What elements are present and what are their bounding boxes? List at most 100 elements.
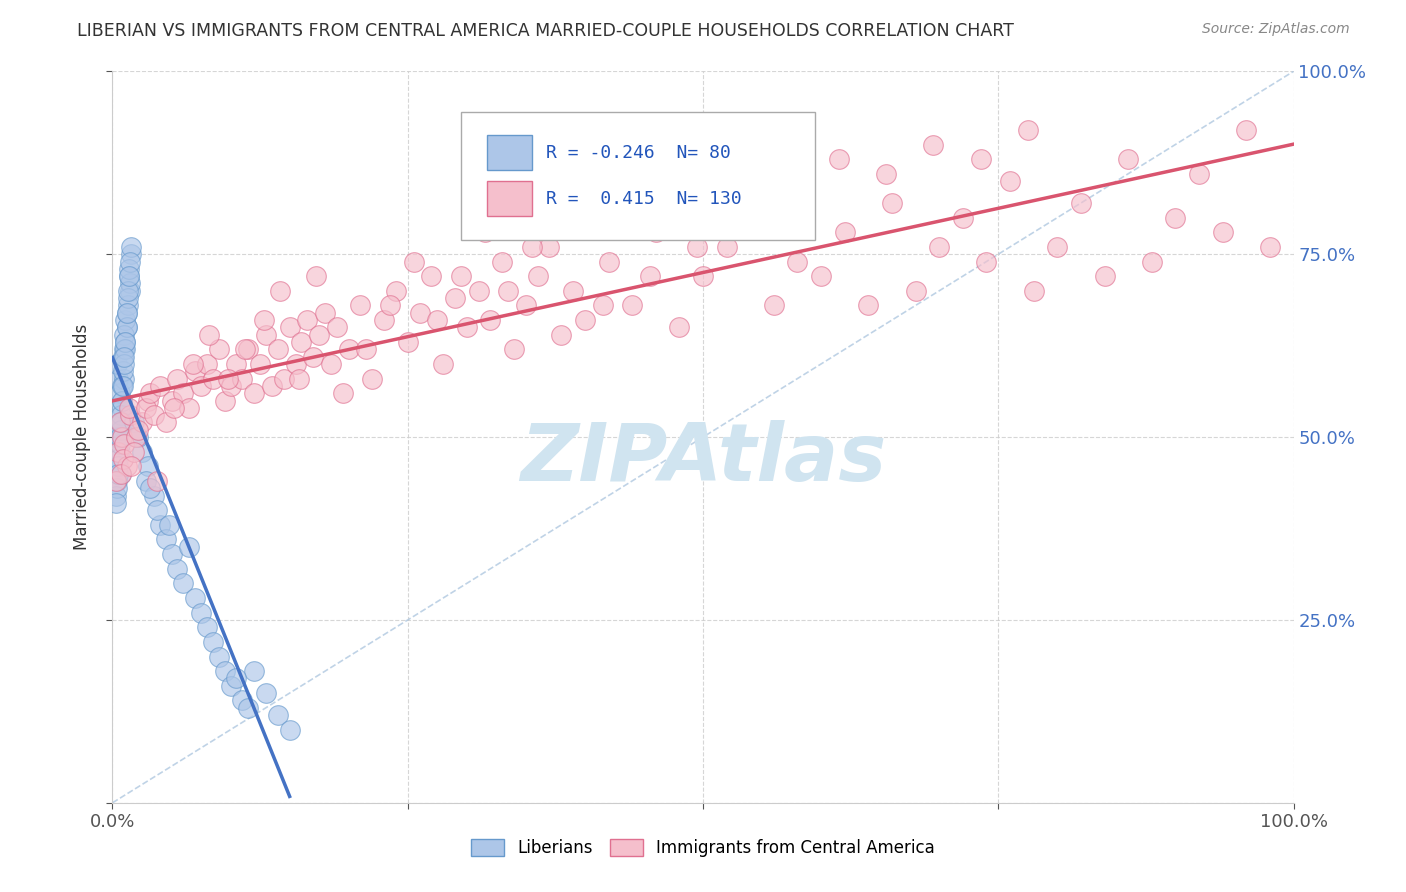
Point xyxy=(114,334,136,349)
Point xyxy=(105,357,128,371)
Point xyxy=(332,386,354,401)
Point xyxy=(139,386,162,401)
Point xyxy=(112,379,135,393)
Point xyxy=(108,430,131,444)
Point xyxy=(231,693,253,707)
Point xyxy=(562,284,585,298)
Point xyxy=(110,423,132,437)
Point xyxy=(450,269,472,284)
Point xyxy=(254,327,277,342)
Point xyxy=(195,620,218,634)
Point xyxy=(858,298,880,312)
Point xyxy=(880,196,903,211)
Point xyxy=(112,343,135,357)
Point xyxy=(139,481,162,495)
Point xyxy=(396,334,419,349)
Point xyxy=(122,416,145,430)
Point xyxy=(166,371,188,385)
Point xyxy=(444,291,467,305)
Point xyxy=(114,334,136,349)
Point xyxy=(408,306,430,320)
Point xyxy=(118,261,141,276)
Point xyxy=(278,320,301,334)
Point xyxy=(217,371,239,385)
Point xyxy=(733,211,755,225)
Point xyxy=(190,606,212,620)
Point xyxy=(253,313,276,327)
FancyBboxPatch shape xyxy=(486,135,531,170)
Point xyxy=(117,298,139,312)
Point xyxy=(834,225,856,239)
Point xyxy=(284,357,307,371)
Point xyxy=(105,430,128,444)
Point xyxy=(111,379,134,393)
Point xyxy=(373,313,395,327)
Point xyxy=(208,343,231,357)
Point xyxy=(668,320,690,334)
Point xyxy=(127,430,149,444)
Point xyxy=(155,533,177,547)
Point xyxy=(456,320,478,334)
Point xyxy=(114,343,136,357)
Point xyxy=(120,254,142,268)
Point xyxy=(120,459,142,474)
Point xyxy=(115,306,138,320)
Point xyxy=(107,452,129,467)
Point xyxy=(120,247,142,261)
Point xyxy=(290,334,312,349)
Point xyxy=(120,277,142,291)
Point xyxy=(740,211,762,225)
Point xyxy=(420,269,443,284)
Point xyxy=(273,371,295,385)
Point xyxy=(112,357,135,371)
Point xyxy=(1212,225,1234,239)
Point xyxy=(125,430,148,444)
Point xyxy=(112,371,135,385)
Point xyxy=(115,306,138,320)
Point xyxy=(108,437,131,451)
Point xyxy=(538,240,561,254)
Point xyxy=(155,416,177,430)
Point xyxy=(314,306,336,320)
Point xyxy=(198,327,221,342)
Point xyxy=(288,371,311,385)
Point xyxy=(136,459,159,474)
Point xyxy=(108,444,131,458)
Point xyxy=(319,357,342,371)
Point xyxy=(638,269,661,284)
Point xyxy=(111,393,134,408)
Point xyxy=(544,196,567,211)
Point xyxy=(302,350,325,364)
Point xyxy=(208,649,231,664)
Point xyxy=(105,481,128,495)
Point xyxy=(112,350,135,364)
Point xyxy=(107,467,129,481)
Point xyxy=(998,174,1021,188)
Point xyxy=(304,269,326,284)
Point xyxy=(1234,123,1257,137)
Point xyxy=(179,401,201,415)
Point xyxy=(190,379,212,393)
Point xyxy=(125,430,148,444)
Text: R =  0.415  N= 130: R = 0.415 N= 130 xyxy=(546,190,742,208)
Point xyxy=(136,393,159,408)
Point xyxy=(526,269,548,284)
Point xyxy=(267,708,290,723)
Point xyxy=(142,489,165,503)
Point xyxy=(278,723,301,737)
Point xyxy=(166,562,188,576)
Point xyxy=(249,357,271,371)
Point xyxy=(195,357,218,371)
Point xyxy=(810,269,832,284)
Point xyxy=(267,343,290,357)
Point xyxy=(110,467,132,481)
Text: ZIPAtlas: ZIPAtlas xyxy=(520,420,886,498)
Point xyxy=(201,635,224,649)
Point xyxy=(550,327,572,342)
Point xyxy=(115,320,138,334)
Point xyxy=(172,386,194,401)
Point xyxy=(120,408,142,422)
Point xyxy=(1164,211,1187,225)
Point xyxy=(122,444,145,458)
Text: Source: ZipAtlas.com: Source: ZipAtlas.com xyxy=(1202,22,1350,37)
